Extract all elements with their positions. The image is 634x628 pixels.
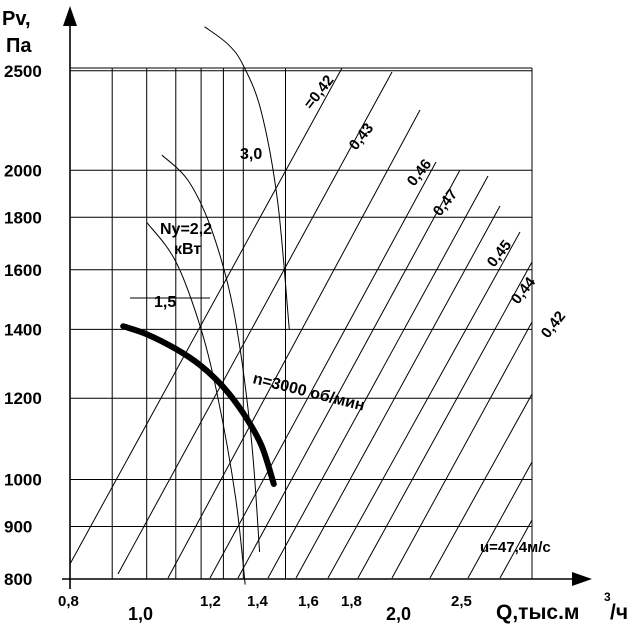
y-tick-label: 900 [4, 518, 32, 537]
tick-labels: 800900100012001400160018002000250030000,… [4, 62, 472, 624]
y-tick-label: 1800 [4, 208, 42, 227]
efficiency-line-2 [167, 109, 421, 579]
efficiency-line-12 [499, 519, 533, 579]
y-tick-label: 1400 [4, 320, 42, 339]
y-axis-arrow [63, 6, 77, 26]
axes [62, 6, 592, 589]
eff-label-0-45: 0,45 [484, 237, 515, 270]
x-axis-unit-suffix: /ч [610, 601, 628, 624]
efficiency-line-4 [237, 169, 461, 579]
efficiency-line-10 [429, 393, 533, 579]
x-tick-label: 1,6 [298, 593, 319, 610]
efficiency-line-6 [295, 205, 501, 579]
eff-label-0-47: 0,47 [430, 186, 461, 219]
efficiency-line-5 [267, 175, 489, 579]
efficiency-line-11 [467, 461, 533, 579]
efficiency-line-8 [357, 261, 533, 579]
x-tick-label: 1,8 [341, 593, 362, 610]
x-tick-label: 0,8 [58, 593, 79, 610]
y-tick-label: 1200 [4, 389, 42, 408]
y-tick-label: 2500 [4, 62, 42, 81]
x-tick-label: 1,2 [200, 593, 221, 610]
eff-label-0-44: 0,44 [508, 273, 540, 307]
power-label-kw: кВт [174, 241, 201, 258]
efficiency-line-9 [391, 321, 533, 579]
x-axis-arrow [572, 572, 592, 586]
y-axis-label-line2: Па [6, 35, 32, 57]
main-pressure-curve-group [120, 323, 277, 487]
efficiency-line-3 [209, 161, 437, 579]
x-tick-label: 2,5 [451, 593, 472, 610]
x-axis-unit-sup: 3 [604, 590, 611, 604]
x-tick-label: 2,0 [386, 604, 411, 624]
power-label-3-0: 3,0 [240, 146, 262, 163]
efficiency-line-7 [327, 231, 521, 579]
efficiency-lines [69, 67, 533, 579]
speed-label: u=47,4м/с [480, 539, 551, 556]
y-tick-label: 1600 [4, 261, 42, 280]
x-axis-label: Q,тыс.м [496, 601, 579, 624]
power-curve-0 [204, 26, 290, 330]
power-curve-2 [146, 222, 246, 585]
y-tick-label: 1000 [4, 471, 42, 490]
power-label-1-5: 1,5 [154, 294, 176, 311]
y-tick-label: 2000 [4, 161, 42, 180]
x-tick-label: 1,4 [247, 593, 269, 610]
grid [69, 67, 533, 580]
power-curve-1 [161, 154, 261, 553]
main-pressure-curve [120, 323, 277, 487]
eff-label-0-42-top: =0,42 [301, 72, 338, 112]
power-label-2-2: Ny=2,2 [160, 221, 212, 238]
x-tick-label: 1,0 [128, 604, 153, 624]
eff-label-0-42-bottom: 0,42 [538, 308, 569, 341]
y-axis-label-line1: Pv, [2, 8, 31, 30]
y-tick-label: 800 [4, 570, 32, 589]
efficiency-line-0 [69, 67, 343, 565]
efficiency-line-1 [117, 71, 393, 575]
x-axis-label-main: Q,тыс.м [496, 601, 579, 624]
